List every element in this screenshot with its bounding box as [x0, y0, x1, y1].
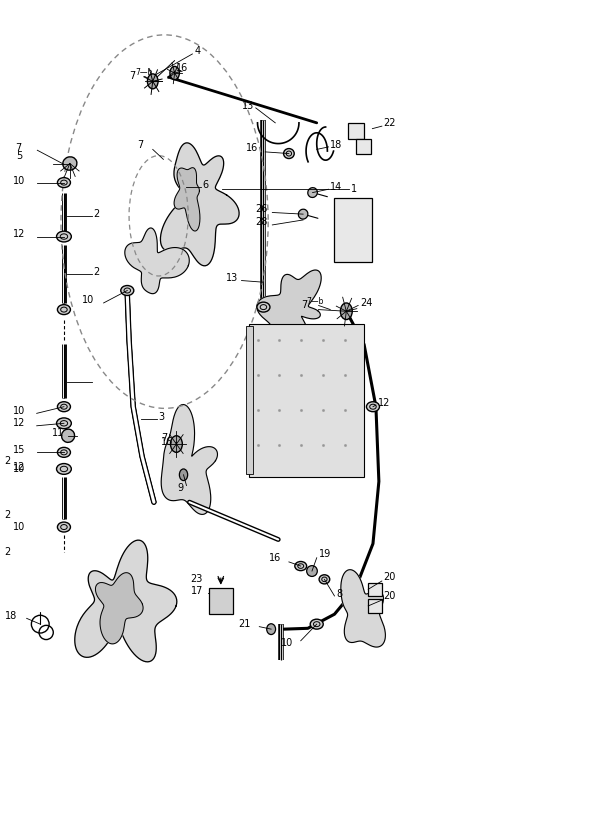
- Ellipse shape: [57, 232, 72, 242]
- Text: 1: 1: [350, 184, 356, 194]
- Ellipse shape: [298, 209, 308, 219]
- Ellipse shape: [62, 429, 75, 442]
- Text: 26: 26: [256, 204, 268, 214]
- Text: 13: 13: [226, 273, 239, 283]
- Text: 16: 16: [269, 553, 282, 563]
- Text: 7—b: 7—b: [307, 297, 324, 305]
- Text: 11: 11: [52, 428, 65, 438]
- Text: 10: 10: [13, 406, 25, 416]
- Text: 20: 20: [384, 591, 396, 601]
- Bar: [246, 326, 253, 474]
- Text: 12: 12: [13, 418, 25, 428]
- Bar: [356, 139, 371, 154]
- Bar: [334, 198, 372, 262]
- Text: 2: 2: [5, 547, 11, 557]
- Text: 13: 13: [242, 101, 254, 111]
- Text: 2: 2: [93, 267, 99, 277]
- Text: 18: 18: [330, 140, 343, 150]
- Polygon shape: [161, 404, 217, 515]
- Ellipse shape: [295, 562, 307, 571]
- Ellipse shape: [319, 574, 330, 583]
- Text: 2: 2: [5, 456, 11, 466]
- Polygon shape: [257, 270, 321, 364]
- Text: 7: 7: [137, 140, 144, 150]
- Ellipse shape: [57, 178, 70, 188]
- Polygon shape: [174, 168, 200, 231]
- Text: 17: 17: [191, 586, 203, 596]
- Ellipse shape: [366, 402, 379, 412]
- Ellipse shape: [257, 302, 270, 312]
- Text: 12: 12: [378, 398, 390, 408]
- Text: 24: 24: [360, 298, 372, 308]
- Ellipse shape: [170, 436, 182, 452]
- Polygon shape: [75, 540, 177, 662]
- Ellipse shape: [170, 66, 179, 80]
- Ellipse shape: [307, 566, 317, 576]
- Ellipse shape: [340, 303, 352, 320]
- Text: 7: 7: [301, 300, 307, 310]
- Text: 16: 16: [176, 63, 189, 73]
- Text: 10: 10: [82, 295, 94, 305]
- Text: 7: 7: [129, 71, 136, 81]
- Text: 9: 9: [178, 483, 184, 493]
- Text: 8: 8: [336, 589, 342, 599]
- Text: 15: 15: [13, 445, 25, 455]
- Text: 28: 28: [256, 217, 268, 227]
- Ellipse shape: [57, 402, 70, 412]
- Text: 7: 7: [161, 433, 168, 443]
- Ellipse shape: [266, 624, 276, 634]
- Ellipse shape: [57, 463, 72, 474]
- Polygon shape: [160, 143, 239, 266]
- Ellipse shape: [57, 305, 70, 315]
- Text: 23: 23: [191, 574, 203, 584]
- Bar: [368, 583, 382, 596]
- Text: 14: 14: [330, 182, 343, 192]
- Polygon shape: [125, 228, 189, 294]
- Text: 6: 6: [202, 180, 208, 190]
- Ellipse shape: [310, 619, 323, 629]
- Text: 3: 3: [159, 413, 165, 422]
- Ellipse shape: [147, 74, 158, 89]
- Text: 10: 10: [281, 638, 294, 648]
- Text: 10: 10: [13, 176, 25, 186]
- Text: 10: 10: [13, 522, 25, 532]
- Text: 2: 2: [93, 209, 99, 219]
- Polygon shape: [341, 569, 385, 647]
- Bar: [209, 588, 233, 614]
- Ellipse shape: [57, 418, 72, 428]
- Text: 2: 2: [5, 510, 11, 520]
- Bar: [348, 123, 364, 139]
- Bar: [368, 599, 382, 613]
- Text: 18: 18: [5, 611, 17, 621]
- Polygon shape: [95, 573, 143, 644]
- Ellipse shape: [121, 286, 134, 295]
- Text: 4: 4: [194, 46, 200, 56]
- Text: 12: 12: [13, 462, 25, 472]
- Text: 21: 21: [238, 619, 250, 629]
- Ellipse shape: [63, 157, 77, 170]
- Text: 22: 22: [384, 118, 396, 128]
- Ellipse shape: [57, 522, 70, 532]
- Text: 20: 20: [384, 572, 396, 582]
- Bar: [249, 324, 364, 477]
- Text: 5: 5: [17, 151, 23, 161]
- Text: 7: 7: [15, 143, 21, 153]
- Ellipse shape: [308, 188, 317, 198]
- Ellipse shape: [284, 149, 294, 159]
- Text: 16: 16: [246, 143, 258, 153]
- Ellipse shape: [57, 447, 70, 457]
- Text: 12: 12: [13, 229, 25, 239]
- Text: 10: 10: [13, 464, 25, 474]
- Text: 7—b: 7—b: [135, 68, 152, 76]
- Text: 19: 19: [318, 549, 331, 559]
- Ellipse shape: [179, 469, 188, 481]
- Text: 16: 16: [161, 437, 173, 447]
